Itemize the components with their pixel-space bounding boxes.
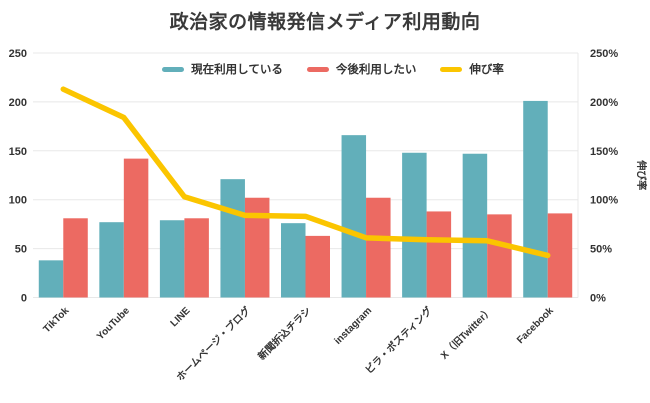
growth-line [60, 86, 551, 259]
legend-label-current: 現在利用している [191, 64, 283, 76]
bar-current-2 [159, 220, 185, 298]
chart-title: 政治家の情報発信メディア利用動向 [169, 12, 481, 33]
bar-future-4 [305, 235, 330, 298]
x-axis-label-0: TikTok [41, 305, 71, 335]
legend-label-growth: 伸び率 [469, 64, 504, 76]
left-axis-tick: 150 [9, 146, 27, 158]
legend-item-current[interactable]: 現在利用している [162, 61, 283, 77]
left-axis-tick: 0 [21, 293, 27, 305]
bar-current-3 [220, 179, 245, 298]
bar-current-8 [523, 100, 548, 298]
legend-item-future[interactable]: 今後利用したい [306, 61, 417, 77]
bar-current-0 [38, 260, 64, 298]
bar-current-5 [341, 135, 367, 298]
legend-swatch-future-icon [306, 66, 329, 72]
legend-label-future: 今後利用したい [335, 64, 417, 76]
left-axis-tick: 250 [9, 48, 27, 60]
x-axis-label-8: Facebook [515, 305, 556, 346]
bar-future-7 [487, 214, 512, 298]
x-axis-label-6: ビラ・ポスティング [362, 304, 434, 376]
legend-item-growth[interactable]: 伸び率 [440, 61, 504, 77]
left-axis-tick: 50 [15, 244, 27, 256]
left-axis-tick: 200 [9, 97, 27, 109]
bar-current-1 [99, 222, 124, 298]
bar-future-2 [184, 218, 209, 298]
x-axis-label-5: instagram [333, 305, 375, 347]
right-axis-tick: 200% [590, 97, 618, 109]
bar-future-0 [63, 218, 88, 298]
right-axis-tick: 0% [590, 293, 606, 305]
bar-future-6 [426, 211, 452, 298]
x-axis-label-4: 新聞折込チラシ [255, 304, 314, 363]
left-axis-tick: 100 [9, 195, 27, 207]
bar-future-1 [123, 158, 149, 298]
chart-legend: 現在利用している 今後利用したい 伸び率 [16, 61, 650, 77]
bar-current-7 [462, 153, 488, 298]
legend-swatch-current-icon [162, 66, 185, 72]
bar-future-8 [547, 213, 573, 298]
x-axis-label-7: X（旧Twitter） [438, 304, 496, 362]
right-axis-tick: 50% [590, 244, 612, 256]
right-axis-tick: 100% [590, 195, 618, 207]
x-axis-label-1: YouTube [95, 305, 132, 342]
x-axis-label-2: LINE [169, 305, 193, 329]
legend-swatch-growth-icon [440, 66, 463, 72]
bar-current-6 [402, 152, 427, 298]
bar-current-4 [281, 223, 306, 298]
right-axis-tick: 150% [590, 146, 618, 158]
right-axis-title: 伸び率 [635, 159, 648, 190]
right-axis-tick: 250% [590, 48, 618, 60]
bar-future-5 [366, 197, 391, 298]
